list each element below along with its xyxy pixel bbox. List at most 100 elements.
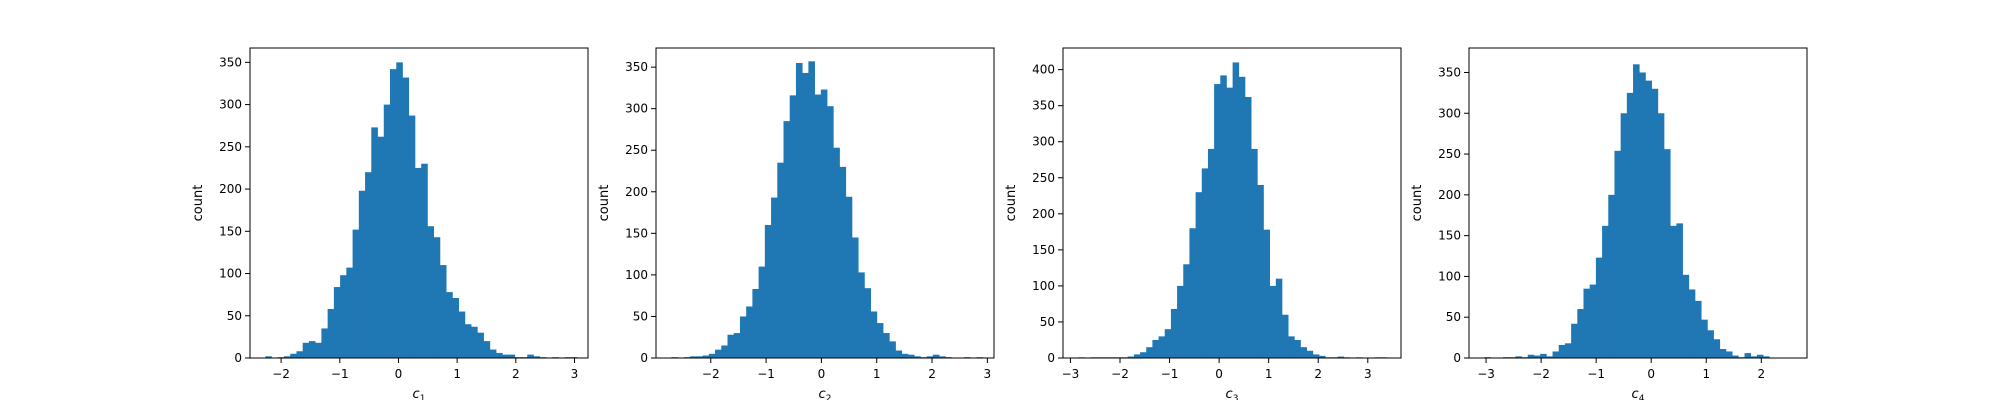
histogram-bar bbox=[496, 352, 503, 358]
histogram-bar bbox=[702, 355, 710, 358]
histogram-bar bbox=[1337, 356, 1345, 358]
y-axis-ticks: 0 50 100 150 200 250 300 350 bbox=[1438, 65, 1469, 365]
x-tick-label: −1 bbox=[757, 367, 775, 381]
y-tick-label: 250 bbox=[625, 143, 648, 157]
histogram-bar bbox=[1595, 257, 1603, 358]
histogram-bar bbox=[802, 72, 809, 359]
histogram-bar bbox=[727, 334, 735, 358]
y-tick-label: 300 bbox=[1438, 106, 1461, 120]
x-tick-label: 2 bbox=[928, 367, 936, 381]
x-tick-label: 3 bbox=[984, 367, 992, 381]
x-tick-label: −3 bbox=[1477, 367, 1495, 381]
x-axis-label-main: c bbox=[1632, 387, 1639, 400]
histogram-bar bbox=[414, 167, 422, 358]
histogram-bar bbox=[1127, 356, 1135, 358]
histogram-bar bbox=[1306, 350, 1314, 358]
axes-frame bbox=[655, 47, 995, 359]
x-tick-label: −1 bbox=[331, 367, 349, 381]
histogram-bar bbox=[464, 324, 472, 358]
histogram-bar bbox=[533, 356, 541, 358]
histogram-bar bbox=[1719, 349, 1727, 358]
histogram-bar bbox=[458, 311, 466, 358]
x-tick-label: 2 bbox=[512, 367, 520, 381]
x-axis-label: c2 bbox=[819, 387, 832, 400]
histogram-bar bbox=[895, 350, 903, 358]
histogram-bar bbox=[758, 266, 766, 358]
histogram-bar bbox=[808, 61, 815, 359]
y-tick-label: 350 bbox=[1438, 65, 1461, 79]
histogram-bar bbox=[452, 298, 459, 358]
histogram-bar bbox=[864, 288, 871, 358]
histogram-bar bbox=[1319, 355, 1326, 358]
y-tick-label: 100 bbox=[1032, 279, 1055, 293]
y-tick-label: 350 bbox=[625, 60, 648, 74]
histogram-bar bbox=[889, 341, 896, 358]
histogram-bar bbox=[1750, 356, 1758, 358]
x-axis-ticks: −2 −1 0 1 2 3 bbox=[272, 358, 578, 381]
y-tick-label: 0 bbox=[1047, 351, 1055, 365]
histogram-bar bbox=[1763, 356, 1770, 358]
x-axis-label-subscript: 3 bbox=[1233, 394, 1239, 400]
x-tick-label: −2 bbox=[1532, 367, 1550, 381]
histogram-bar bbox=[1220, 75, 1227, 359]
y-tick-label: 200 bbox=[625, 185, 648, 199]
histogram-bar bbox=[1676, 223, 1683, 358]
histogram-bar bbox=[858, 272, 865, 358]
x-tick-label: −1 bbox=[1587, 367, 1605, 381]
histogram-bar bbox=[795, 62, 803, 359]
histogram-bar bbox=[752, 289, 759, 358]
histogram-bar bbox=[777, 162, 784, 358]
histogram-bar bbox=[1133, 354, 1141, 358]
histogram-bar bbox=[1201, 168, 1209, 358]
x-tick-label: 1 bbox=[453, 367, 461, 381]
histogram-bars bbox=[1484, 64, 1770, 359]
y-tick-label: 350 bbox=[219, 55, 242, 69]
histogram-bar bbox=[1207, 148, 1215, 358]
y-tick-label: 50 bbox=[1040, 315, 1055, 329]
y-axis-ticks: 0 50 100 150 200 250 300 350 bbox=[219, 55, 250, 365]
y-tick-label: 50 bbox=[633, 309, 648, 323]
y-tick-label: 150 bbox=[219, 224, 242, 238]
histogram-bar bbox=[483, 341, 491, 358]
histogram-bar bbox=[1732, 355, 1739, 358]
histogram-bar bbox=[508, 354, 516, 358]
histogram-bar bbox=[814, 94, 822, 358]
histogram-bar bbox=[408, 115, 416, 358]
histogram-bar bbox=[696, 356, 703, 358]
x-axis-label-subscript: 4 bbox=[1639, 394, 1645, 400]
histogram-bar bbox=[914, 356, 921, 358]
histogram-bar bbox=[771, 197, 778, 358]
x-axis-label-subscript: 2 bbox=[826, 394, 832, 400]
histogram-bar bbox=[346, 267, 353, 358]
histogram-bar bbox=[870, 311, 878, 358]
histogram-bar bbox=[383, 104, 391, 358]
histogram-bar bbox=[1633, 64, 1640, 358]
histogram-bar bbox=[1552, 351, 1560, 358]
histogram-bar bbox=[1713, 339, 1721, 358]
histogram-bar bbox=[851, 237, 859, 358]
histogram-bar bbox=[1657, 113, 1665, 358]
histogram-bar bbox=[1756, 354, 1764, 358]
x-axis-label: c1 bbox=[413, 387, 426, 400]
histogram-bar bbox=[421, 163, 428, 358]
histogram-bar bbox=[502, 354, 509, 358]
x-axis-ticks: −2 −1 0 1 2 3 bbox=[702, 358, 991, 381]
histogram-bar bbox=[1195, 192, 1203, 358]
y-tick-label: 50 bbox=[1446, 310, 1461, 324]
y-tick-label: 0 bbox=[1453, 351, 1461, 365]
histogram-bar bbox=[433, 237, 441, 358]
y-tick-label: 0 bbox=[640, 351, 648, 365]
histogram-bar bbox=[708, 353, 716, 358]
histogram-bar bbox=[489, 349, 497, 358]
histogram-bar bbox=[1583, 288, 1591, 358]
histogram-bars bbox=[265, 62, 578, 359]
x-tick-label: 0 bbox=[1215, 367, 1223, 381]
histogram-bar bbox=[1707, 330, 1714, 358]
histogram-bar bbox=[1281, 314, 1289, 358]
x-tick-label: 1 bbox=[1265, 367, 1273, 381]
y-axis-ticks: 0 50 100 150 200 250 300 350 bbox=[625, 60, 656, 365]
histogram-bar bbox=[471, 326, 478, 358]
histogram-bar bbox=[1164, 329, 1172, 358]
y-axis-label: count bbox=[1004, 185, 1019, 222]
x-axis-label-main: c bbox=[819, 387, 826, 400]
